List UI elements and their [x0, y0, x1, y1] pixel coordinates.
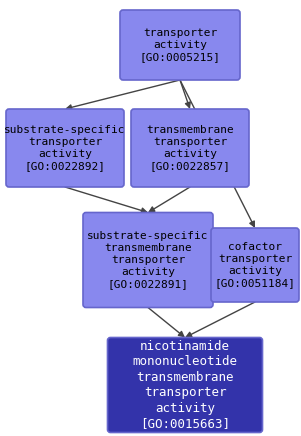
FancyBboxPatch shape [131, 109, 249, 187]
FancyBboxPatch shape [211, 228, 299, 302]
FancyBboxPatch shape [120, 10, 240, 80]
FancyBboxPatch shape [6, 109, 124, 187]
Text: transporter
activity
[GO:0005215]: transporter activity [GO:0005215] [139, 28, 221, 62]
Text: nicotinamide
mononucleotide
transmembrane
transporter
activity
[GO:0015663]: nicotinamide mononucleotide transmembran… [132, 340, 237, 430]
Text: cofactor
transporter
activity
[GO:0051184]: cofactor transporter activity [GO:005118… [215, 242, 296, 288]
FancyBboxPatch shape [107, 337, 262, 433]
FancyBboxPatch shape [83, 212, 213, 307]
Text: transmembrane
transporter
activity
[GO:0022857]: transmembrane transporter activity [GO:0… [146, 125, 234, 171]
Text: substrate-specific
transporter
activity
[GO:0022892]: substrate-specific transporter activity … [4, 125, 126, 171]
Text: substrate-specific
transmembrane
transporter
activity
[GO:0022891]: substrate-specific transmembrane transpo… [87, 231, 209, 289]
